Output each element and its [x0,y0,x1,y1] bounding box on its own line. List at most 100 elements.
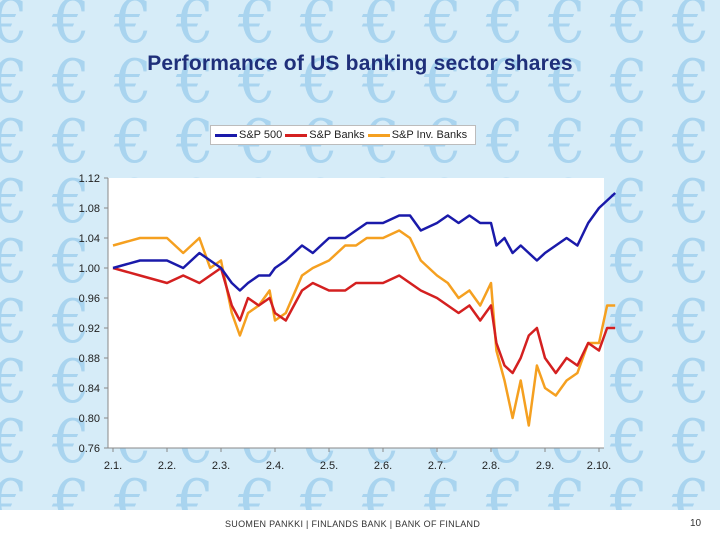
euro-glyph: € [610,107,649,177]
euro-glyph: € [672,107,711,177]
euro-glyph: € [300,47,339,117]
euro-glyph: € [486,47,525,117]
euro-glyph: € [52,287,91,357]
y-tick-label: 0.76 [79,443,100,455]
series-line-s-p-banks [112,266,616,375]
euro-glyph: € [114,47,153,117]
x-tick-label: 2.4. [266,460,284,472]
euro-glyph: € [176,467,215,510]
x-tick-label: 2.5. [320,460,338,472]
euro-glyph: € [0,107,29,177]
footer-bar: SUOMEN PANKKI | FINLANDS BANK | BANK OF … [0,510,720,540]
euro-glyph: € [672,167,711,237]
y-tick-label: 1.08 [79,203,100,215]
y-tick-label: 0.96 [79,293,100,305]
x-tick-label: 2.7. [428,460,446,472]
euro-glyph: € [0,407,29,477]
euro-glyph: € [610,347,649,417]
euro-glyph: € [610,287,649,357]
euro-glyph: € [424,467,463,510]
x-tick-label: 2.2. [158,460,176,472]
euro-glyph: € [610,407,649,477]
x-tick-label: 2.9. [536,460,554,472]
euro-glyph: € [548,47,587,117]
euro-glyph: € [672,0,711,57]
euro-glyph: € [300,0,339,57]
chart-legend: S&P 500 S&P Banks S&P Inv. Banks [210,125,477,145]
euro-glyph: € [548,0,587,57]
euro-glyph: € [362,467,401,510]
line-chart: 1.12 1.08 1.04 1.00 0.96 0.92 0.88 0.84 0.80 0.76… [79,173,617,472]
euro-glyph: € [672,467,711,510]
euro-glyph: € [0,167,29,237]
euro-glyph: € [176,107,215,177]
euro-glyph: € [610,0,649,57]
slide-title: Performance of US banking sector shares [147,52,573,75]
legend-swatch-sp-inv-banks [367,133,390,137]
euro-glyph: € [52,227,91,297]
euro-glyph: € [52,167,91,237]
legend-swatch-sp-banks [285,133,308,137]
euro-glyph: € [114,467,153,510]
euro-glyph: € [610,467,649,510]
euro-glyph: € [362,0,401,57]
euro-glyph: € [0,287,29,357]
legend-label-sp-banks: S&P Banks [309,129,365,141]
euro-glyph: € [548,107,587,177]
euro-glyph: € [0,467,29,510]
legend-swatch-sp500 [215,133,237,137]
euro-glyph: € [672,227,711,297]
euro-glyph: € [0,47,29,117]
euro-glyph: € [52,467,91,510]
y-tick-label: 1.04 [79,233,100,245]
x-tick-label: 2.3. [212,460,230,472]
euro-glyph: € [610,47,649,117]
x-tick-label: 2.8. [482,460,500,472]
y-tick-label: 1.00 [79,263,100,275]
euro-glyph: € [52,347,91,417]
euro-glyph: € [486,467,525,510]
legend-label-sp500: S&P 500 [239,129,283,141]
euro-glyph: € [486,107,525,177]
euro-glyph: € [176,47,215,117]
footer-text: SUOMEN PANKKI | FINLANDS BANK | BANK OF … [225,519,481,529]
page-number: 10 [690,518,702,529]
euro-glyph: € [0,227,29,297]
euro-glyph: € [486,0,525,57]
series-line-s-p-500 [112,192,617,292]
x-tick-label: 2.10. [587,460,611,472]
euro-glyph: € [0,347,29,417]
y-tick-label: 1.12 [79,173,100,185]
euro-glyph: € [238,467,277,510]
y-tick-label: 0.84 [79,383,100,395]
euro-glyph: € [114,0,153,57]
euro-glyph: € [300,467,339,510]
euro-glyph: € [114,107,153,177]
euro-glyph: € [672,47,711,117]
euro-glyph: € [52,0,91,57]
euro-glyph: € [610,227,649,297]
euro-glyph: € [672,347,711,417]
y-tick-label: 0.92 [79,323,100,335]
euro-glyph: € [238,0,277,57]
euro-glyph: € [0,0,29,57]
euro-glyph: € [52,407,91,477]
euro-glyph: € [52,107,91,177]
y-tick-label: 0.88 [79,353,100,365]
euro-glyph: € [672,287,711,357]
euro-glyph: € [362,47,401,117]
euro-glyph: € [424,0,463,57]
x-tick-label: 2.6. [374,460,392,472]
series-line-s-p-inv-banks [112,229,616,427]
euro-glyph: € [176,0,215,57]
euro-glyph: € [610,167,649,237]
plot-area [108,178,604,448]
legend-item-sp-banks: S&P Banks [285,129,365,141]
euro-glyph: € [672,407,711,477]
x-tick-label: 2.1. [104,460,122,472]
euro-glyph: € [548,467,587,510]
legend-item-sp-inv-banks: S&P Inv. Banks [367,129,468,141]
legend-label-sp-inv-banks: S&P Inv. Banks [391,129,468,141]
euro-glyph: € [424,47,463,117]
euro-glyph: € [52,47,91,117]
